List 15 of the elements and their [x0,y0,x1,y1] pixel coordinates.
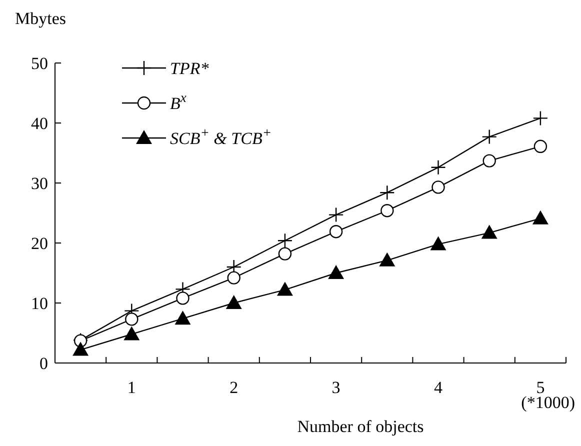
legend-label: TPR* [170,58,210,78]
x-tick-label: 3 [332,378,340,397]
y-axis-title: Mbytes [15,9,66,28]
x-tick-label: 1 [127,378,136,397]
x-axis-title: Number of objects [297,417,424,436]
y-tick-label: 20 [31,234,48,253]
x-tick-label: 4 [434,378,443,397]
legend-label: B$^{x}$ [170,89,186,113]
legend-label: SCB$^{+}$ & TCB$^{+}$ [170,124,272,148]
y-tick-label: 50 [31,54,48,73]
y-tick-label: 40 [31,114,48,133]
y-tick-label: 0 [40,354,48,373]
x-tick-label: 2 [230,378,238,397]
y-tick-label: 10 [31,294,48,313]
y-tick-label: 30 [31,174,48,193]
